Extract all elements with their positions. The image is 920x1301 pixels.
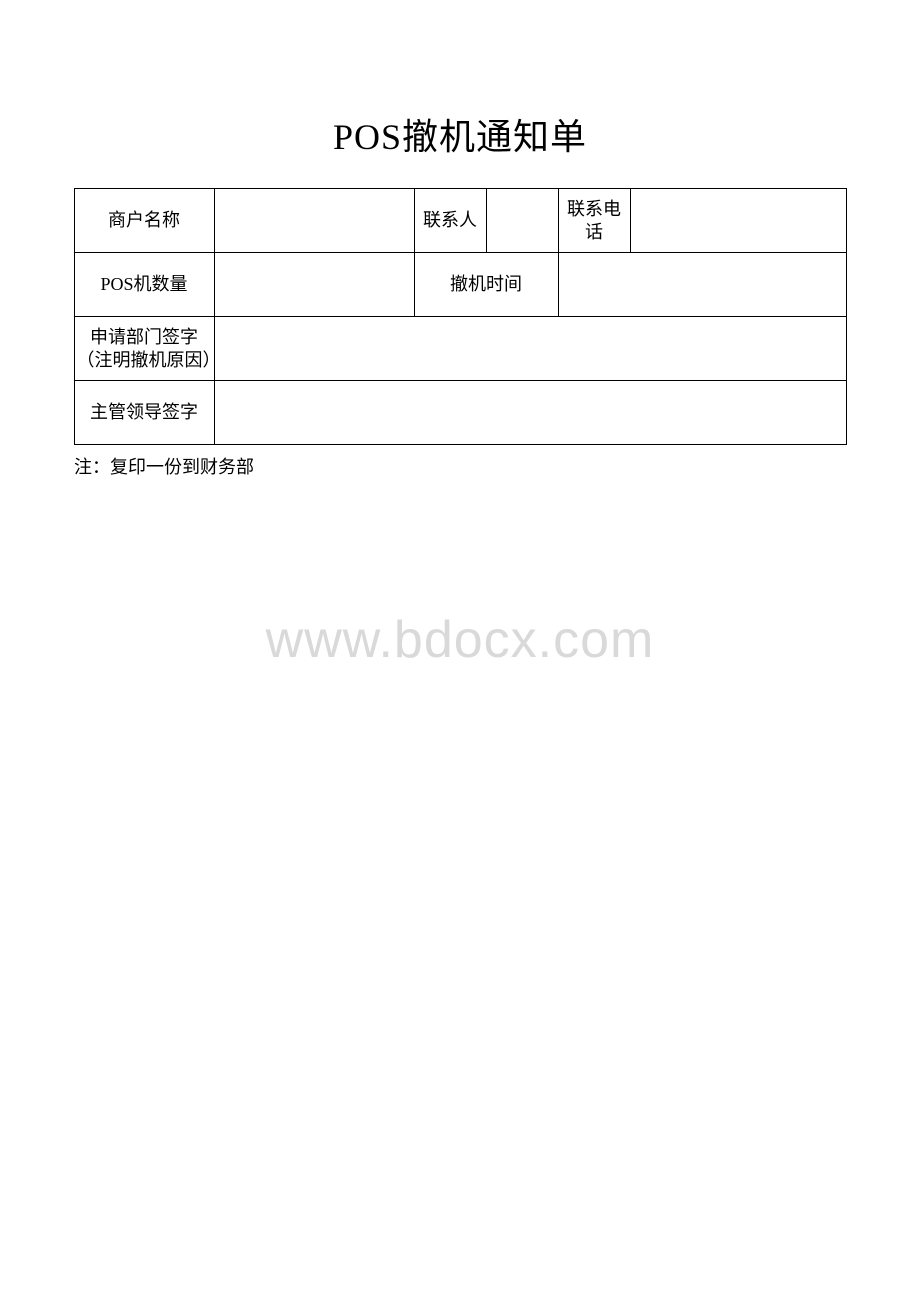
page: POS撤机通知单 商户名称 联系人 联系电话 POS机数量 撤机时间 申请部门签… [0,0,920,1301]
value-leader-sign [214,381,846,445]
value-contact-person [486,189,558,253]
label-withdraw-time: 撤机时间 [414,253,558,317]
label-contact-person: 联系人 [414,189,486,253]
table-row: 主管领导签字 [74,381,846,445]
label-contact-phone: 联系电话 [558,189,630,253]
value-dept-sign [214,317,846,381]
value-pos-count [214,253,414,317]
table-row: POS机数量 撤机时间 [74,253,846,317]
label-pos-count: POS机数量 [74,253,214,317]
value-contact-phone [630,189,846,253]
page-title: POS撤机通知单 [0,0,920,188]
label-dept-sign: 申请部门签字（注明撤机原因） [74,317,214,381]
watermark-text: www.bdocx.com [0,610,920,670]
value-merchant-name [214,189,414,253]
value-withdraw-time [558,253,846,317]
label-leader-sign: 主管领导签字 [74,381,214,445]
table-row: 商户名称 联系人 联系电话 [74,189,846,253]
label-merchant-name: 商户名称 [74,189,214,253]
form-table: 商户名称 联系人 联系电话 POS机数量 撤机时间 申请部门签字（注明撤机原因）… [74,188,847,445]
footer-note: 注：复印一份到财务部 [74,453,846,479]
table-row: 申请部门签字（注明撤机原因） [74,317,846,381]
